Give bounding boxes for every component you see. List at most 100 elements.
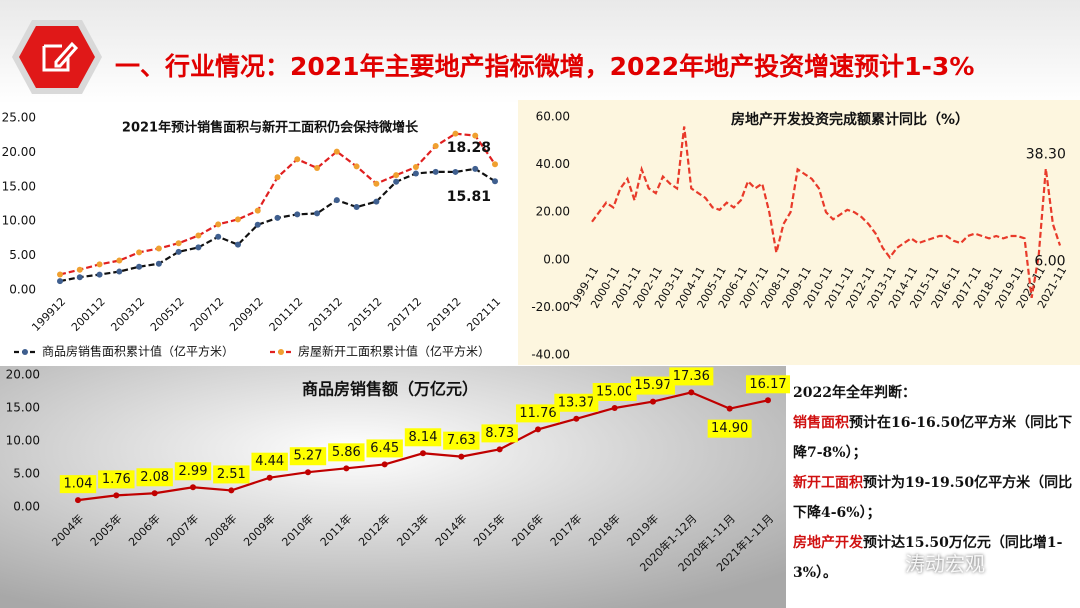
data-label: 11.76	[519, 406, 556, 421]
marker	[195, 244, 202, 251]
data-label: 5.27	[294, 449, 323, 464]
data-label: 16.17	[749, 377, 786, 392]
marker	[155, 245, 162, 252]
data-label: 5.86	[332, 445, 361, 460]
x-tick-label: 199912	[29, 295, 68, 334]
marker	[155, 260, 162, 267]
x-tick-label: 200512	[148, 295, 187, 334]
marker	[452, 168, 459, 175]
marker	[492, 178, 498, 185]
marker	[472, 165, 479, 172]
marker	[314, 210, 321, 217]
note-label: 销售面积	[793, 415, 849, 431]
marker	[412, 164, 419, 171]
marker	[113, 492, 120, 499]
y-tick-label: 0.00	[543, 252, 570, 266]
data-label: 8.73	[485, 426, 514, 441]
marker	[234, 216, 241, 223]
watermark: 涛动宏观	[905, 552, 985, 576]
data-label: 18.28	[447, 140, 491, 156]
y-tick-label: 5.00	[13, 467, 40, 481]
y-tick-label: 40.00	[536, 157, 570, 171]
data-label: 14.90	[711, 421, 748, 436]
marker	[472, 132, 479, 139]
y-tick-label: 25.00	[2, 111, 36, 125]
marker	[96, 271, 103, 278]
marker	[136, 249, 143, 256]
legend-marker	[278, 349, 284, 355]
data-label: 1.76	[102, 472, 131, 487]
marker	[496, 446, 503, 453]
marker	[136, 263, 143, 270]
notes-title: 2022年全年判断：	[793, 385, 916, 401]
marker	[76, 274, 83, 281]
x-tick-label: 201312	[306, 295, 345, 334]
data-label: 4.44	[255, 454, 284, 469]
x-tick-label: 200712	[188, 295, 227, 334]
data-label: 13.37	[558, 395, 595, 410]
marker	[76, 266, 83, 273]
x-tick-label: 201112	[267, 295, 306, 334]
marker	[57, 271, 63, 278]
data-label: 8.14	[409, 430, 438, 445]
marker	[274, 174, 281, 181]
icon-pen	[42, 41, 79, 72]
marker	[726, 405, 733, 412]
marker	[412, 170, 419, 177]
y-tick-label: 20.00	[6, 368, 40, 382]
data-label-box	[443, 431, 480, 450]
marker	[234, 241, 241, 248]
marker	[765, 397, 771, 404]
note: 新开工面积预计为19-19.50亿平方米（同比下降4-6%）；	[793, 468, 1075, 528]
chart-title: 2021年预计销售面积与新开工面积仍会保持微增长	[122, 120, 419, 136]
x-tick-label: 202111	[464, 295, 503, 334]
data-label: 38.30	[1026, 147, 1066, 163]
marker	[294, 156, 301, 163]
marker	[458, 453, 465, 460]
data-label-box	[366, 439, 403, 458]
data-label: 17.36	[673, 369, 710, 384]
y-tick-label: 15.00	[6, 401, 40, 415]
marker	[432, 143, 439, 150]
marker	[116, 257, 123, 264]
marker	[274, 214, 281, 221]
note: 房地产开发预计达15.50万亿元（同比增1-3%）。	[793, 528, 1075, 588]
note-text: 预计达15.50万亿元（同比增1-3%）。	[793, 535, 1063, 581]
data-label-box	[328, 443, 365, 462]
y-tick-label: 5.00	[9, 248, 36, 262]
data-label-box	[213, 465, 250, 484]
marker	[420, 450, 426, 457]
data-label-box	[251, 452, 288, 471]
marker	[151, 490, 158, 497]
note-label: 新开工面积	[793, 475, 863, 491]
marker	[373, 198, 380, 205]
y-tick-label: 20.00	[536, 205, 570, 219]
data-label-box	[746, 375, 790, 394]
x-tick-label: 201512	[346, 295, 385, 334]
data-label-box	[592, 383, 637, 401]
marker	[314, 165, 321, 172]
data-label-box	[669, 367, 714, 386]
marker	[333, 197, 340, 204]
data-label: 2.08	[140, 470, 169, 485]
note-text: 预计在16-16.50亿平方米（同比下降7-8%）；	[793, 415, 1073, 461]
data-label: 1.04	[64, 477, 93, 492]
x-tick-label: 200312	[108, 295, 147, 334]
y-tick-label: 10.00	[6, 434, 40, 448]
marker	[254, 207, 261, 214]
marker	[294, 211, 301, 218]
y-tick-label: 15.00	[2, 179, 36, 193]
x-tick-label: 200112	[69, 295, 108, 334]
x-tick-label: 200912	[227, 295, 266, 334]
note: 销售面积预计在16-16.50亿平方米（同比下降7-8%）；	[793, 408, 1075, 468]
legend-marker	[22, 349, 28, 355]
marker	[535, 426, 541, 433]
y-tick-label: 10.00	[2, 214, 36, 228]
line	[591, 126, 1062, 299]
data-label-box	[404, 428, 442, 447]
marker	[75, 497, 81, 504]
chart-title: 房地产开发投资完成额累计同比（%）	[731, 111, 969, 128]
data-label-box	[554, 393, 599, 412]
data-label: 15.81	[447, 189, 491, 205]
